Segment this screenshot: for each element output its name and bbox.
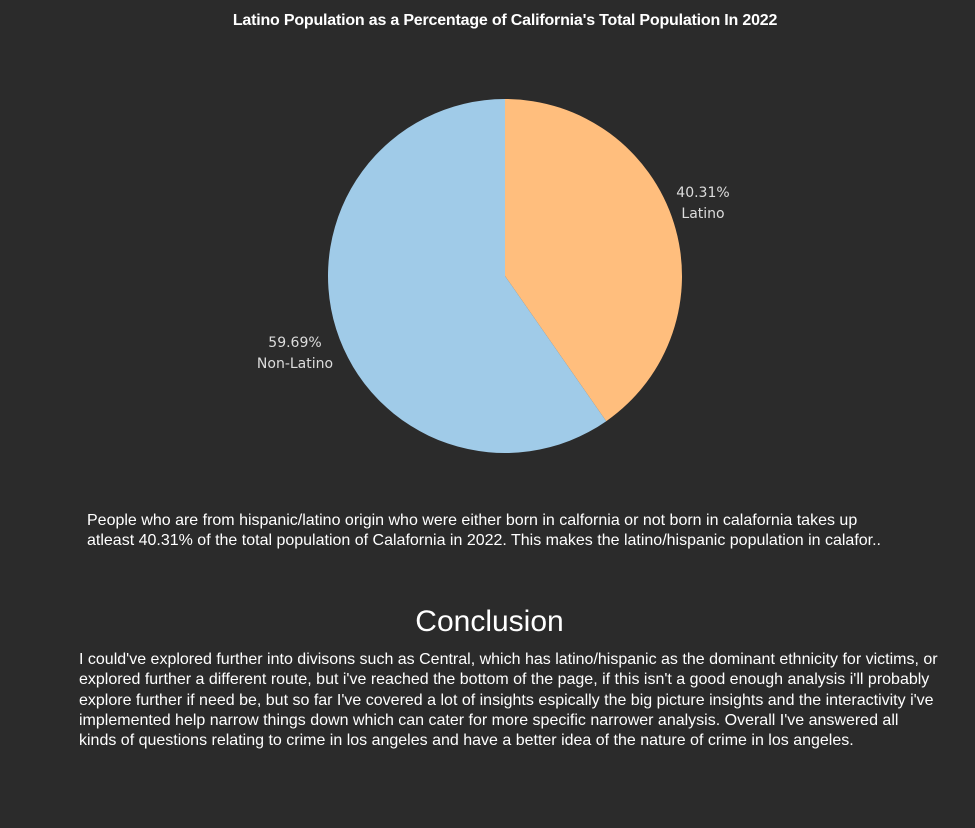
slice-category-label: Latino	[681, 206, 724, 222]
slice-category-label: Non-Latino	[257, 356, 333, 372]
conclusion-heading-text: Conclusion	[415, 605, 564, 638]
conclusion-heading: Conclusion	[0, 605, 975, 639]
pie-slice-latino[interactable]	[505, 99, 682, 422]
chart-caption: People who are from hispanic/latino orig…	[87, 512, 881, 549]
pie-labels: 40.31% Latino 59.69% Non-Latino	[257, 185, 730, 372]
chart-title: Latino Population as a Percentage of Cal…	[232, 12, 778, 29]
pie-chart: 40.31% Latino 59.69% Non-Latino	[257, 99, 730, 454]
pie-slices	[327, 99, 682, 454]
conclusion-body: I could've explored further into divison…	[79, 651, 938, 750]
slice-value-label: 59.69%	[268, 335, 321, 351]
pie-slice-non-latino[interactable]	[327, 99, 607, 454]
slice-value-label: 40.31%	[676, 185, 729, 201]
